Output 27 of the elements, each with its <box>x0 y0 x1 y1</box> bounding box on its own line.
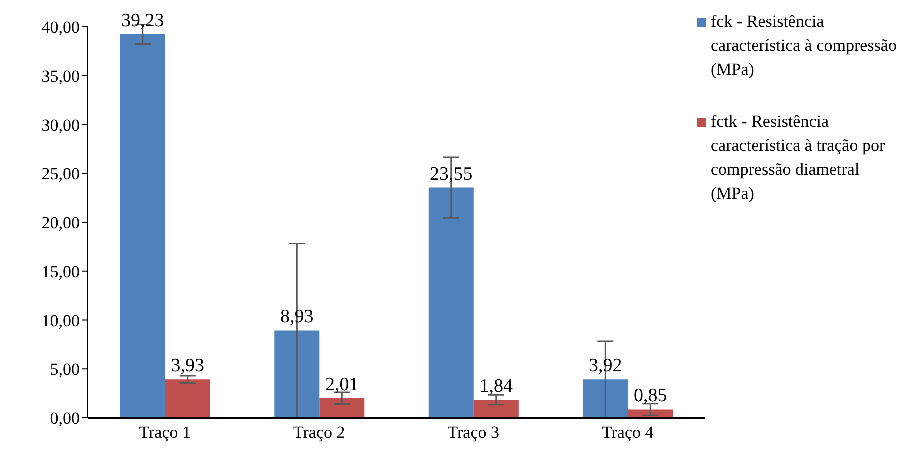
y-tick-label: 15,00 <box>42 262 80 282</box>
y-tick-label: 25,00 <box>42 164 80 184</box>
bar <box>165 380 210 418</box>
x-tick-label: Traço 4 <box>602 423 654 442</box>
y-tick-label: 0,00 <box>50 409 80 428</box>
data-label: 39,23 <box>122 10 164 32</box>
y-tick-label: 40,00 <box>42 18 80 38</box>
data-label: 3,93 <box>171 356 205 377</box>
y-tick-label: 20,00 <box>42 214 80 233</box>
legend-label: fck - Resistência característica à compressão (MPa) <box>711 11 898 81</box>
legend-label: fctk - Resistência característica à tração por compressão diametral (MPa) <box>711 111 886 205</box>
y-tick-label: 30,00 <box>42 116 80 135</box>
data-label: 0,85 <box>634 386 668 407</box>
data-label: 2,01 <box>326 374 359 396</box>
bar <box>474 400 519 418</box>
x-tick-label: Traço 2 <box>293 423 346 442</box>
x-tick-label: Traço 3 <box>448 423 500 442</box>
bar <box>320 398 365 418</box>
data-label: 1,84 <box>480 376 514 398</box>
bar <box>428 188 474 418</box>
bar <box>583 380 628 418</box>
bar <box>274 330 320 418</box>
bar <box>120 34 166 418</box>
x-tick-label: Traço 1 <box>139 423 192 442</box>
y-tick-label: 10,00 <box>42 311 80 330</box>
y-tick-label: 5,00 <box>50 360 80 380</box>
y-tick-label: 35,00 <box>42 66 80 86</box>
